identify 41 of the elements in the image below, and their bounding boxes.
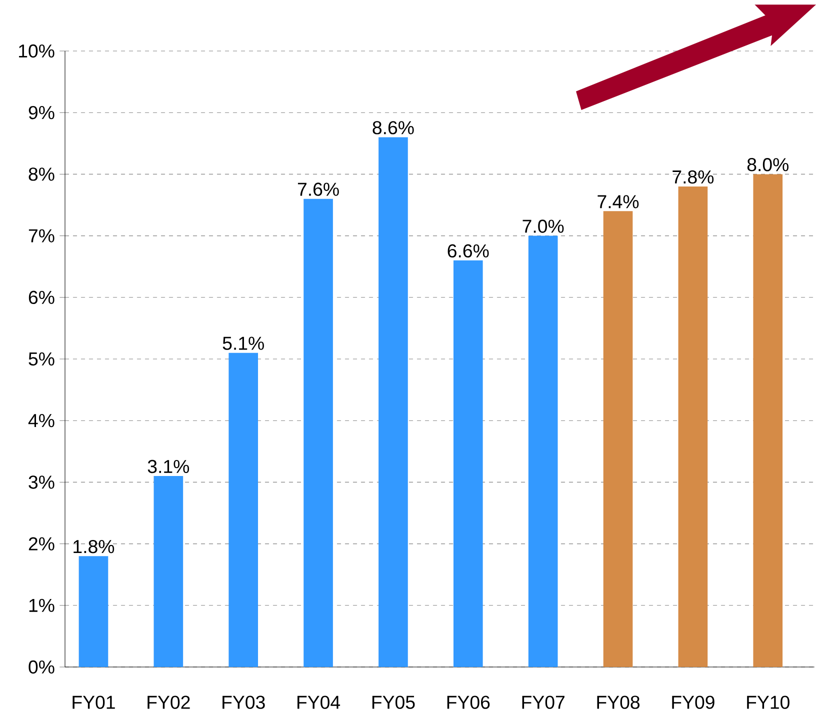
bar [378,137,408,667]
y-tick-label: 4% [28,414,54,428]
bar [304,198,333,667]
y-tick-label: 8% [28,168,54,181]
y-tick-label: 10% [19,44,54,58]
y-tick-label: 6% [28,290,54,304]
data-label: 8.6% [372,121,414,134]
bar [154,476,184,667]
bar [528,236,558,667]
y-tick-label: 3% [28,476,54,489]
data-label: 3.1% [148,460,190,474]
x-tick-label: FY05 [372,696,415,709]
y-tick-label: 1% [29,598,54,612]
x-tick-label: FY07 [522,696,564,709]
bar [753,174,783,667]
data-label: 7.6% [298,182,339,196]
bar [678,186,708,667]
bar [78,556,108,667]
y-tick-label: 0% [28,660,54,674]
x-tick-label: FY08 [597,696,640,709]
y-tick-label: 7% [28,229,54,242]
x-tick-label: FY10 [747,696,790,709]
data-label: 7.8% [672,170,714,184]
data-label: 7.0% [522,220,564,233]
x-tick-label: FY04 [298,696,340,709]
x-tick-label: FY03 [222,696,265,709]
y-tick-label: 2% [28,537,54,550]
data-label: 7.4% [598,195,639,208]
x-tick-label: FY02 [148,696,190,709]
x-tick-label: FY01 [72,696,115,709]
bar [453,260,483,667]
bar [228,352,258,667]
data-label: 8.0% [747,158,788,172]
x-tick-label: FY06 [447,696,490,709]
bar [603,211,633,667]
data-label: 5.1% [222,336,264,350]
y-tick-label: 5% [28,352,54,366]
x-tick-label: FY09 [672,696,714,709]
y-tick-label: 9% [28,106,54,120]
data-label: 1.8% [74,540,114,554]
data-label: 6.6% [448,244,489,258]
